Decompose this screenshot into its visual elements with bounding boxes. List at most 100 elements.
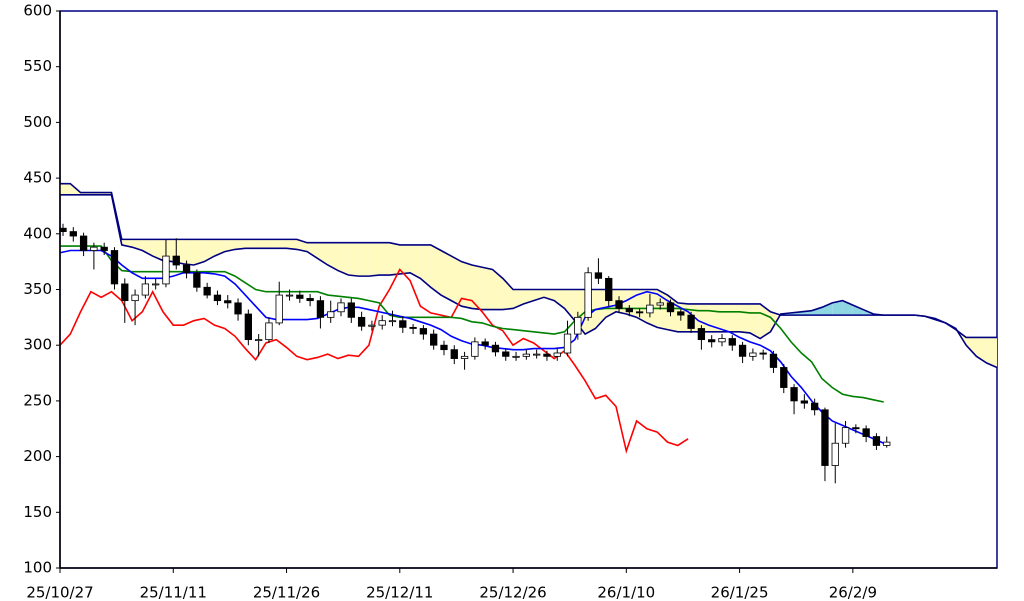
x-tick-label: 25/11/11 bbox=[140, 584, 207, 601]
y-tick-label: 550 bbox=[23, 57, 52, 75]
candle-body bbox=[780, 367, 788, 388]
candle-body bbox=[831, 442, 839, 466]
cloud-fill bbox=[276, 239, 287, 249]
candle-body bbox=[327, 311, 335, 318]
candle-body bbox=[584, 272, 592, 318]
cloud-fill bbox=[327, 242, 339, 271]
cloud-fill bbox=[338, 242, 349, 276]
cloud-fill bbox=[235, 239, 246, 250]
candle-body bbox=[244, 313, 252, 341]
candle-body bbox=[800, 400, 809, 404]
candle-body bbox=[883, 441, 891, 446]
cloud-fill bbox=[461, 261, 472, 309]
x-tick-label: 25/12/11 bbox=[366, 584, 433, 601]
candle-body bbox=[430, 333, 438, 346]
candle-body bbox=[532, 353, 541, 356]
candle-body bbox=[615, 300, 623, 309]
cloud-fill bbox=[564, 289, 575, 321]
candle-body bbox=[872, 436, 881, 446]
cloud-fill bbox=[966, 337, 977, 357]
y-tick-label: 350 bbox=[23, 280, 52, 298]
x-tick-label: 26/1/25 bbox=[711, 584, 769, 601]
x-tick-label: 26/2/9 bbox=[829, 584, 877, 601]
candle-body bbox=[368, 324, 376, 327]
x-tick-label: 26/1/10 bbox=[597, 584, 655, 601]
candle-body bbox=[553, 352, 561, 357]
candle-body bbox=[296, 294, 304, 299]
candle-body bbox=[738, 344, 747, 357]
candle-body bbox=[254, 339, 263, 342]
cloud-fill bbox=[554, 289, 565, 309]
span-a-line bbox=[60, 194, 998, 369]
candle-body bbox=[481, 341, 489, 346]
candle-body bbox=[522, 353, 531, 357]
span-b-line bbox=[60, 182, 997, 339]
candle-body bbox=[131, 294, 139, 302]
cloud-fill bbox=[523, 289, 534, 304]
candle-body bbox=[378, 320, 386, 326]
cloud-fill bbox=[389, 242, 400, 276]
cloud-fill bbox=[420, 244, 431, 288]
cloud-fill bbox=[739, 303, 750, 333]
candle-body bbox=[635, 311, 644, 314]
candle-body bbox=[450, 349, 458, 359]
cloud-fill bbox=[204, 239, 215, 262]
candle-body bbox=[666, 302, 675, 313]
candle-body bbox=[594, 272, 603, 279]
candle-body bbox=[718, 338, 726, 343]
candle-body bbox=[316, 300, 325, 318]
cloud-fill bbox=[183, 239, 194, 265]
candle-body bbox=[687, 314, 695, 329]
candle-body bbox=[110, 250, 119, 285]
cloud-fill bbox=[852, 305, 864, 316]
y-tick-label: 450 bbox=[23, 169, 52, 187]
y-tick-label: 600 bbox=[23, 2, 52, 20]
candle-body bbox=[440, 344, 448, 351]
candle-body bbox=[357, 316, 366, 327]
cloud-fill bbox=[265, 239, 277, 249]
candle-body bbox=[419, 328, 428, 335]
candle-body bbox=[388, 320, 397, 323]
candle-body bbox=[347, 302, 355, 318]
candle-body bbox=[152, 283, 160, 286]
x-tick-label: 25/10/27 bbox=[26, 584, 93, 601]
candle-body bbox=[759, 352, 767, 355]
candle-body bbox=[460, 355, 469, 359]
cloud-fill bbox=[482, 267, 493, 310]
cloud-fill bbox=[492, 269, 503, 310]
cloud-fill bbox=[430, 244, 441, 296]
candle-body bbox=[399, 320, 407, 328]
candle-body bbox=[141, 283, 150, 296]
y-tick-label: 300 bbox=[23, 336, 52, 354]
candle-body bbox=[862, 428, 870, 437]
y-tick-label: 400 bbox=[23, 224, 52, 242]
candle-body bbox=[512, 355, 520, 358]
candle-body bbox=[79, 235, 88, 251]
cloud-fill bbox=[399, 244, 411, 274]
candle-body bbox=[172, 255, 180, 266]
candle-body bbox=[337, 302, 345, 313]
candle-body bbox=[605, 277, 613, 302]
candle-body bbox=[275, 294, 283, 324]
cloud-fill bbox=[698, 303, 709, 332]
candle-body bbox=[182, 264, 191, 274]
candle-body bbox=[100, 246, 108, 251]
candle-body bbox=[697, 328, 706, 341]
cloud-fill bbox=[224, 239, 236, 252]
candle-body bbox=[90, 246, 98, 251]
candle-body bbox=[574, 316, 582, 335]
candle-body bbox=[285, 294, 294, 297]
candle-body bbox=[121, 283, 129, 302]
candle-body bbox=[409, 326, 417, 329]
candle-body bbox=[821, 409, 829, 466]
cloud-fill bbox=[440, 250, 452, 301]
candle-body bbox=[790, 387, 798, 402]
cloud-layer bbox=[60, 182, 998, 369]
candle-body bbox=[749, 352, 757, 357]
y-tick-label: 100 bbox=[23, 559, 52, 577]
candle-body bbox=[708, 339, 716, 343]
candle-body bbox=[193, 272, 201, 288]
cloud-fill bbox=[718, 303, 730, 332]
candle-layer bbox=[59, 223, 891, 484]
